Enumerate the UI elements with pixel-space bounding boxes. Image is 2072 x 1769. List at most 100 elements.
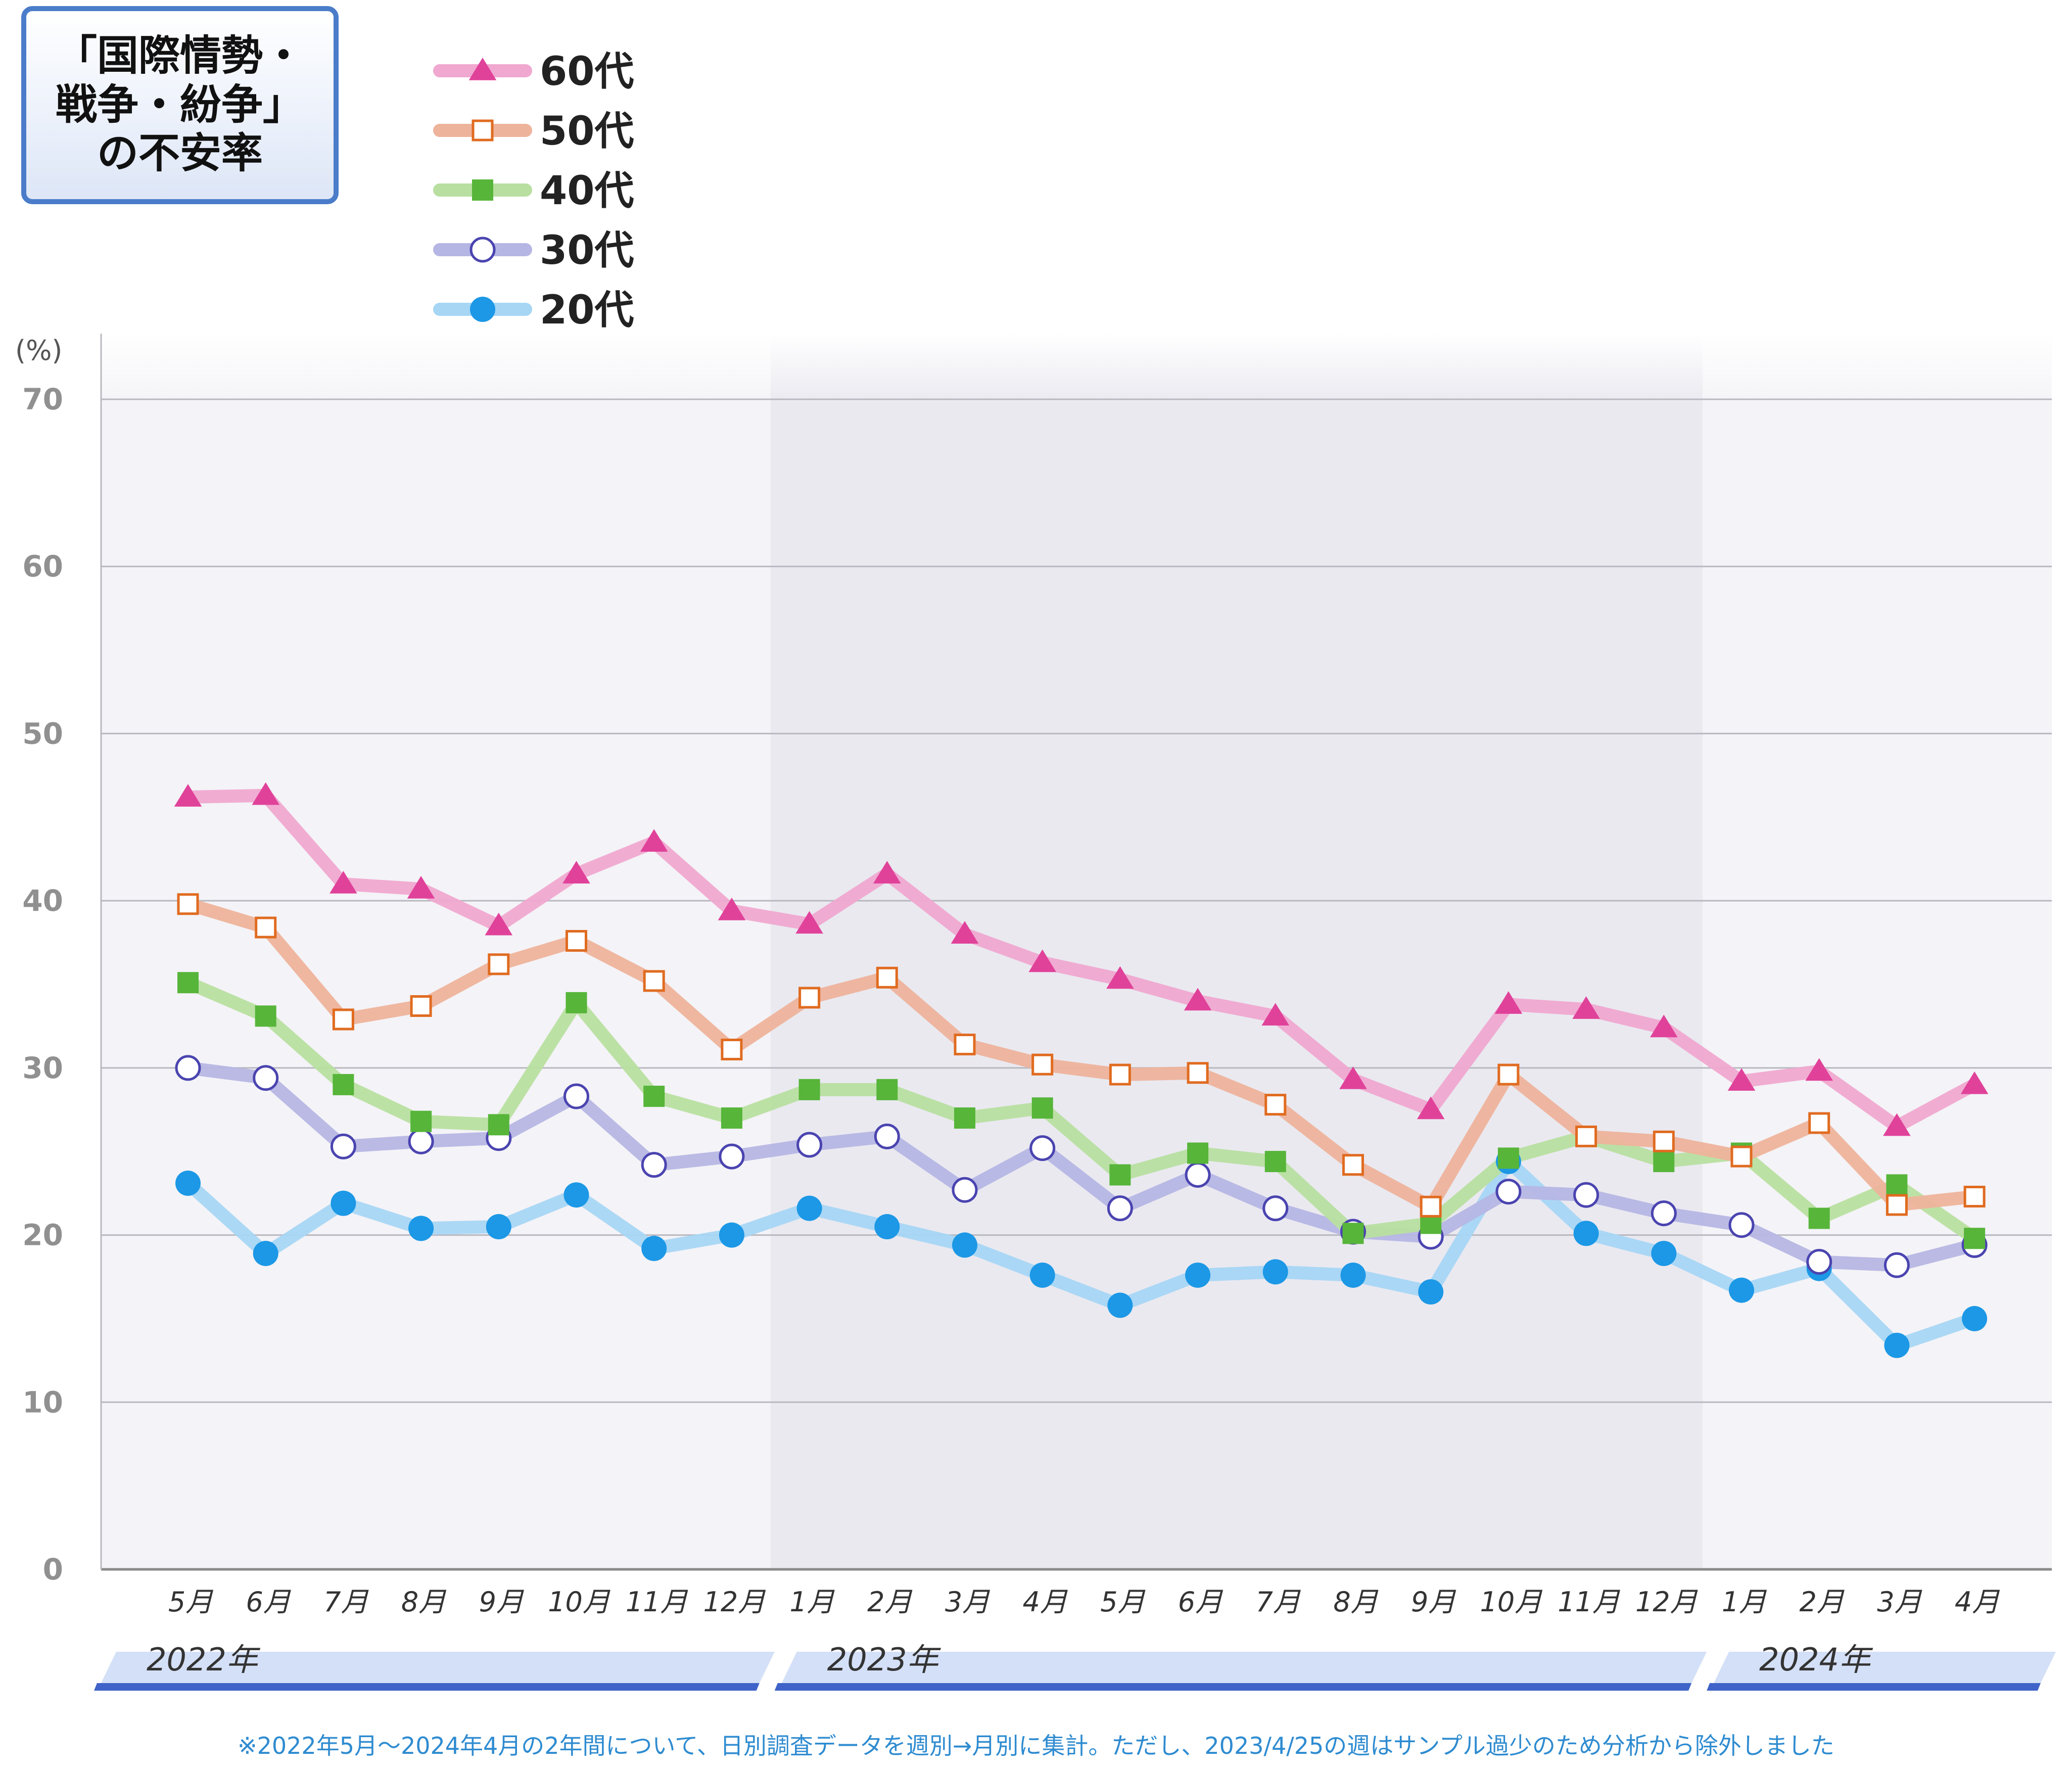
data-point-30代 <box>1651 1200 1677 1227</box>
x-tick-label: 11月 <box>1558 1586 1620 1618</box>
data-point-60代 <box>1184 988 1212 1011</box>
data-point-30代 <box>253 1065 279 1091</box>
x-tick-label: 2月 <box>1800 1586 1845 1618</box>
legend-label: 60代 <box>540 49 634 95</box>
data-point-60代 <box>795 911 823 934</box>
data-point-30代 <box>175 1055 201 1081</box>
data-point-20代 <box>1418 1279 1444 1305</box>
data-point-40代 <box>643 1086 665 1107</box>
data-point-60代 <box>562 861 590 883</box>
footnote: ※2022年5月～2024年4月の2年間について、日別調査データを週別→月別に集… <box>238 1732 1834 1759</box>
data-point-60代 <box>174 784 202 807</box>
data-point-40代 <box>566 992 587 1013</box>
legend-label: 20代 <box>540 288 634 333</box>
x-tick-label: 8月 <box>1333 1586 1378 1618</box>
data-point-40代 <box>1497 1147 1519 1169</box>
y-tick-label: 20 <box>22 1218 63 1252</box>
data-point-40代 <box>1109 1164 1131 1186</box>
data-point-50代 <box>1031 1053 1054 1076</box>
year-banner-underline <box>774 1683 1692 1691</box>
x-tick-label: 11月 <box>626 1586 688 1618</box>
data-point-20代 <box>331 1190 356 1216</box>
y-axis-unit-label: (%) <box>15 335 62 366</box>
data-point-60代 <box>1106 966 1134 989</box>
data-point-50代 <box>1653 1130 1675 1152</box>
x-tick-label: 4月 <box>1023 1586 1068 1618</box>
x-tick-label: 10月 <box>548 1586 610 1618</box>
chart-title-box: 「国際情勢・ 戦争・紛争」 の不安率 <box>21 6 339 204</box>
y-tick-label: 70 <box>22 382 63 416</box>
data-point-20代 <box>563 1182 589 1208</box>
data-point-60代 <box>1572 996 1600 1019</box>
data-point-50代 <box>1109 1063 1131 1086</box>
data-point-50代 <box>177 893 199 915</box>
x-tick-label: 6月 <box>246 1586 291 1618</box>
data-point-20代 <box>1573 1221 1599 1246</box>
series-line-40代 <box>181 976 1982 1245</box>
data-point-50代 <box>410 995 432 1017</box>
data-point-60代 <box>1339 1066 1367 1089</box>
data-point-20代 <box>1962 1306 1988 1331</box>
data-point-30代 <box>1728 1212 1755 1238</box>
data-point-20代 <box>1651 1240 1677 1266</box>
x-tick-label: 10月 <box>1480 1586 1543 1618</box>
data-point-60代 <box>485 912 513 936</box>
data-point-20代 <box>1729 1277 1754 1303</box>
data-point-50代 <box>1886 1194 1908 1216</box>
x-tick-label: 9月 <box>1411 1586 1456 1618</box>
data-point-20代 <box>253 1240 278 1266</box>
data-point-60代 <box>1727 1068 1756 1091</box>
data-point-20代 <box>874 1214 900 1240</box>
data-point-20代 <box>408 1216 434 1241</box>
legend-marker-40代 <box>472 179 493 201</box>
data-point-30代 <box>1573 1182 1599 1208</box>
year-label: 2023年 <box>827 1641 941 1678</box>
data-point-50代 <box>1264 1094 1287 1116</box>
y-tick-label: 10 <box>22 1385 63 1419</box>
data-point-50代 <box>1497 1063 1520 1086</box>
legend-label: 30代 <box>540 228 634 273</box>
data-point-30代 <box>1107 1195 1133 1222</box>
x-tick-label: 5月 <box>168 1586 213 1618</box>
x-tick-label: 1月 <box>789 1586 834 1618</box>
data-point-50代 <box>721 1038 743 1060</box>
y-tick-label: 0 <box>43 1552 63 1587</box>
data-point-50代 <box>1730 1145 1753 1168</box>
chart-title-line-3: の不安率 <box>97 129 263 178</box>
data-point-60代 <box>252 782 279 805</box>
data-point-50代 <box>1342 1154 1364 1176</box>
data-point-20代 <box>175 1171 201 1196</box>
plot-background-fade <box>101 334 2052 404</box>
series-line-50代 <box>181 897 1982 1214</box>
data-point-20代 <box>1029 1262 1055 1288</box>
data-point-20代 <box>719 1222 744 1248</box>
data-point-60代 <box>1960 1071 1989 1094</box>
y-tick-label: 40 <box>22 883 63 918</box>
year-label: 2024年 <box>1759 1641 1873 1678</box>
data-point-60代 <box>1028 949 1056 972</box>
series-line-30代 <box>181 1061 1982 1272</box>
year-label: 2022年 <box>147 1641 261 1678</box>
legend-marker-30代 <box>469 237 496 263</box>
x-tick-label: 7月 <box>1256 1586 1301 1618</box>
legend-label: 40代 <box>540 168 634 214</box>
data-point-40代 <box>798 1079 820 1100</box>
data-point-40代 <box>1808 1207 1830 1229</box>
data-point-40代 <box>1886 1174 1908 1196</box>
data-point-60代 <box>1650 1014 1678 1038</box>
year-banner-2023年 <box>781 1652 1707 1683</box>
x-tick-label: 6月 <box>1178 1586 1223 1618</box>
data-point-20代 <box>641 1236 667 1262</box>
data-point-60代 <box>951 921 979 944</box>
data-point-50代 <box>566 930 587 952</box>
data-point-30代 <box>874 1123 900 1149</box>
plot-background-band <box>101 334 771 1569</box>
year-banner-2024年 <box>1714 1652 2056 1683</box>
data-point-30代 <box>1806 1248 1832 1275</box>
data-point-60代 <box>329 871 357 894</box>
data-point-40代 <box>1264 1151 1286 1173</box>
data-point-40代 <box>488 1114 509 1136</box>
data-point-20代 <box>1340 1262 1366 1288</box>
x-tick-label: 7月 <box>323 1586 368 1618</box>
